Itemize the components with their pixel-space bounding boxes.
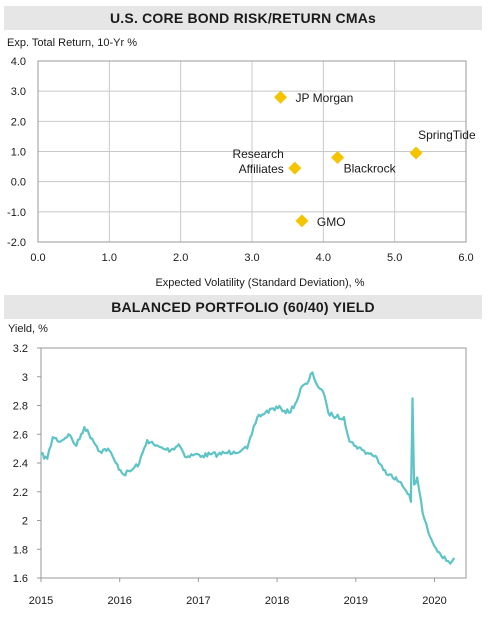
scatter-point — [331, 151, 345, 165]
scatter-y-axis-label: Exp. Total Return, 10-Yr % — [7, 37, 137, 49]
line-x-tick-label: 2016 — [107, 595, 131, 607]
scatter-chart: Exp. Total Return, 10-Yr % 0.0 1.0 2.0 3.0 4.… — [7, 37, 476, 289]
scatter-x-tick-label: 0.0 — [30, 252, 45, 264]
scatter-point — [274, 90, 288, 104]
line-x-tick-label: 2020 — [422, 595, 446, 607]
line-y-tick-label: 3.2 — [13, 343, 28, 355]
scatter-y-tick-label: 2.0 — [11, 116, 26, 128]
line-y-tick-label: 3 — [22, 372, 28, 384]
scatter-point — [295, 214, 309, 228]
scatter-x-tick-label: 1.0 — [102, 252, 117, 264]
scatter-point-label: SpringTide — [418, 128, 476, 142]
line-y-tick-label: 1.8 — [13, 544, 28, 556]
scatter-point-label: GMO — [317, 215, 346, 229]
scatter-x-axis-label: Expected Volatility (Standard Deviation)… — [155, 277, 364, 289]
scatter-y-tick-label: 3.0 — [11, 86, 26, 98]
line-plot-frame — [40, 347, 467, 579]
line-y-tick-label: 2 — [22, 516, 28, 528]
scatter-point — [409, 146, 423, 160]
scatter-x-tick-label: 3.0 — [244, 252, 259, 264]
scatter-point — [288, 161, 302, 175]
line-x-tick-label: 2018 — [265, 595, 289, 607]
line-x-tick-label: 2019 — [344, 595, 368, 607]
line-y-axis-label: Yield, % — [8, 323, 48, 335]
line-x-tick-label: 2015 — [29, 595, 53, 607]
line-y-tick-label: 2.8 — [13, 401, 28, 413]
line-y-tick-label: 2.4 — [13, 458, 28, 470]
line-chart-title: BALANCED PORTFOLIO (60/40) YIELD — [4, 295, 482, 319]
scatter-x-tick-label: 5.0 — [387, 252, 402, 264]
line-x-tick-label: 2017 — [186, 595, 210, 607]
scatter-x-tick-label: 4.0 — [316, 252, 331, 264]
scatter-x-tick-label: 6.0 — [458, 252, 473, 264]
scatter-point-label: Blackrock — [344, 162, 397, 176]
scatter-y-tick-label: 0.0 — [11, 177, 26, 189]
scatter-chart-title: U.S. CORE BOND RISK/RETURN CMAs — [4, 6, 482, 30]
scatter-plot-frame — [37, 60, 467, 243]
line-y-tick-label: 2.6 — [13, 429, 28, 441]
scatter-y-tick-label: -2.0 — [7, 237, 26, 249]
line-series — [40, 371, 456, 565]
line-y-tick-label: 1.6 — [13, 573, 28, 585]
scatter-y-tick-label: 1.0 — [11, 147, 26, 159]
line-y-tick-label: 2.2 — [13, 487, 28, 499]
scatter-x-tick-label: 2.0 — [173, 252, 188, 264]
scatter-y-tick-label: 4.0 — [11, 56, 26, 68]
scatter-y-tick-label: -1.0 — [7, 207, 26, 219]
scatter-point-label: JP Morgan — [296, 91, 354, 105]
scatter-point-label: Research Affiliates — [232, 147, 283, 176]
